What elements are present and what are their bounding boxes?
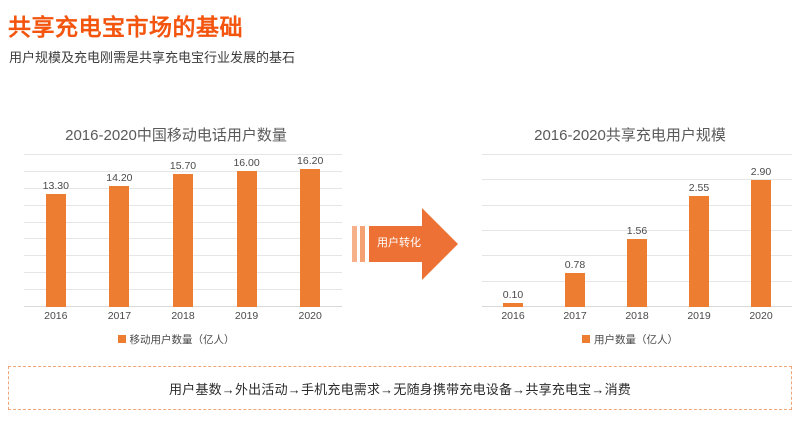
x-tick-2017: 2017 (563, 310, 587, 322)
gridline (482, 230, 792, 231)
right-arrow-icon (422, 208, 458, 280)
bar-2019 (689, 195, 709, 307)
page-subtitle: 用户规模及充电刚需是共享充电宝行业发展的基石 (9, 50, 296, 65)
bars-right: 0.10 0.78 1.56 2.55 2.90 (482, 154, 792, 307)
x-tick-2017: 2017 (107, 310, 132, 322)
gridline (482, 204, 792, 206)
bar-2017 (565, 272, 585, 307)
gridline (482, 154, 792, 155)
chart-title-left: 2016-2020中国移动电话用户数量 (65, 127, 287, 144)
bar-2017 (109, 186, 130, 307)
legend-left: 移动用户数量（亿人） (6, 332, 346, 347)
legend-label-right: 用户数量（亿人） (594, 334, 678, 346)
legend-swatch-icon (117, 334, 126, 343)
plot-area-right: 0.10 0.78 1.56 2.55 2.90 (464, 154, 796, 307)
chart-mobile-phone-users: 2016-2020中国移动电话用户数量 13.30 14.20 15.70 16.00… (6, 118, 346, 358)
bar-2016 (503, 302, 523, 307)
arrow-label: 用户转化 (377, 237, 421, 249)
x-tick-2020: 2020 (749, 310, 773, 322)
x-axis-right: 2016 2017 2018 2019 2020 (482, 310, 792, 326)
x-tick-2019: 2019 (234, 310, 259, 322)
bar-value-label: 2.55 (688, 181, 710, 194)
bar-2016 (45, 193, 66, 307)
arrow-tail-stripe-1 (352, 226, 357, 262)
bar-value-label: 0.78 (564, 258, 586, 271)
bar-2020 (300, 169, 321, 307)
plot-area-left: 13.30 14.20 15.70 16.00 16.20 (6, 154, 346, 307)
bar-2020 (751, 180, 771, 307)
arrow-tail-stripe-2 (360, 226, 365, 262)
x-tick-2016: 2016 (501, 310, 525, 322)
legend-label-left: 移动用户数量（亿人） (129, 334, 235, 346)
gridline (24, 170, 342, 172)
gridline (24, 154, 342, 155)
x-tick-2020: 2020 (298, 310, 322, 322)
bar-2018 (173, 173, 193, 307)
bar-value-label: 16.00 (233, 157, 260, 169)
arrow-body (369, 226, 424, 262)
bar-2018 (627, 238, 647, 307)
chart-shared-charging-users: 2016-2020共享充电用户规模 0.10 0.78 1.56 2.55 2.90 2… (464, 118, 796, 358)
conversion-arrow: 用户转化 (352, 208, 462, 280)
bar-value-label: 13.30 (42, 179, 69, 192)
flow-banner-text: 用户基数→外出活动→手机充电需求→无随身携带充电设备→共享充电宝→消费 (168, 381, 631, 397)
chart-title-right: 2016-2020共享充电用户规模 (534, 127, 726, 144)
x-axis-left: 2016 2017 2018 2019 2020 (24, 310, 342, 326)
legend-right: 用户数量（亿人） (464, 332, 796, 347)
bar-value-label: 0.10 (502, 288, 524, 301)
x-tick-2018: 2018 (625, 310, 649, 322)
bar-value-label: 2.90 (750, 166, 772, 179)
x-tick-2018: 2018 (171, 310, 195, 322)
bars-left: 13.30 14.20 15.70 16.00 16.20 (24, 154, 342, 307)
x-tick-2016: 2016 (44, 310, 68, 322)
gridline (482, 179, 792, 181)
x-tick-2019: 2019 (687, 310, 711, 322)
bar-value-label: 15.70 (169, 159, 197, 172)
flow-banner: 用户基数→外出活动→手机充电需求→无随身携带充电设备→共享充电宝→消费 (8, 366, 792, 410)
bar-2019 (236, 171, 257, 307)
bar-value-label: 14.20 (106, 172, 133, 185)
bar-value-label: 1.56 (626, 224, 648, 237)
bar-value-label: 16.20 (297, 155, 324, 168)
legend-swatch-icon (582, 334, 590, 343)
page-title: 共享充电宝市场的基础 (8, 14, 243, 40)
